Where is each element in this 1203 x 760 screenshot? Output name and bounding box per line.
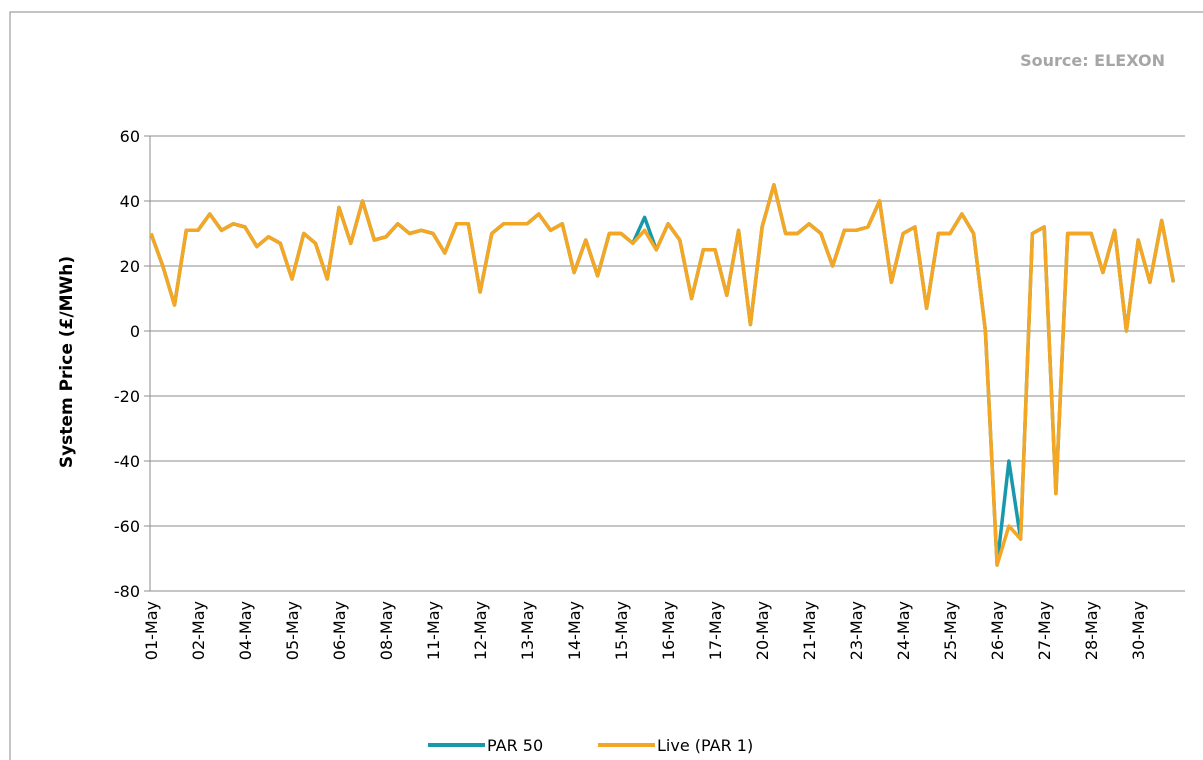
x-tick-label: 24-May <box>894 601 913 660</box>
y-tick-label: -20 <box>114 387 140 406</box>
x-tick-label: 01-May <box>142 601 161 660</box>
y-axis-label: System Price (£/MWh) <box>57 256 77 468</box>
x-tick-label: 27-May <box>1035 601 1054 660</box>
series-line <box>149 183 1176 567</box>
x-tick-label: 25-May <box>941 601 960 660</box>
y-tick-label: -60 <box>114 517 140 536</box>
x-tick-label: 11-May <box>424 601 443 660</box>
source-annotation: Source: ELEXON <box>1020 51 1165 70</box>
legend-label: Live (PAR 1) <box>657 736 753 755</box>
x-tick-label: 08-May <box>377 601 396 660</box>
x-tick-label: 17-May <box>706 601 725 660</box>
y-tick-label: 60 <box>120 127 140 146</box>
y-tick-label: 20 <box>120 257 140 276</box>
x-tick-label: 16-May <box>659 601 678 660</box>
chart-frame <box>9 11 1203 760</box>
x-tick-label: 28-May <box>1082 601 1101 660</box>
y-tick-label: -40 <box>114 452 140 471</box>
x-tick-label: 13-May <box>518 601 537 660</box>
x-tick-label: 30-May <box>1129 601 1148 660</box>
legend-label: PAR 50 <box>487 736 543 755</box>
y-tick-label: 40 <box>120 192 140 211</box>
x-tick-label: 20-May <box>753 601 772 660</box>
x-tick-label: 23-May <box>847 601 866 660</box>
x-tick-label: 14-May <box>565 601 584 660</box>
x-tick-label: 26-May <box>988 601 1007 660</box>
y-tick-label: 0 <box>130 322 140 341</box>
x-tick-label: 06-May <box>330 601 349 660</box>
x-tick-label: 12-May <box>471 601 490 660</box>
x-tick-label: 04-May <box>236 601 255 660</box>
x-tick-label: 21-May <box>800 601 819 660</box>
y-tick-label: -80 <box>114 582 140 601</box>
x-tick-label: 05-May <box>283 601 302 660</box>
x-tick-label: 02-May <box>189 601 208 660</box>
x-tick-label: 15-May <box>612 601 631 660</box>
